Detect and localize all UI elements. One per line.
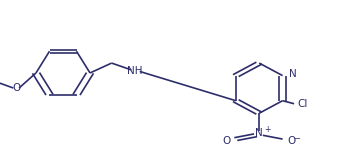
Text: +: + bbox=[264, 125, 270, 134]
Text: O: O bbox=[287, 136, 295, 146]
Text: −: − bbox=[293, 134, 300, 143]
Text: O: O bbox=[222, 136, 230, 146]
Text: Cl: Cl bbox=[298, 99, 308, 109]
Text: N: N bbox=[255, 128, 263, 138]
Text: N: N bbox=[289, 69, 297, 79]
Text: NH: NH bbox=[127, 66, 143, 76]
Text: O: O bbox=[12, 83, 20, 93]
